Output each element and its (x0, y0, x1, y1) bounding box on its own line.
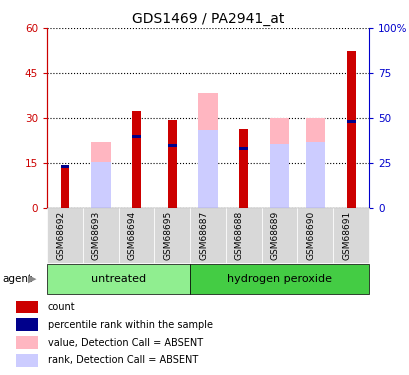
Bar (297, 208, 333, 262)
Bar (47, 208, 83, 262)
Text: GSM68687: GSM68687 (199, 211, 208, 260)
Bar (198, 130, 217, 208)
Bar (190, 264, 368, 294)
Text: hydrogen peroxide: hydrogen peroxide (227, 274, 331, 284)
Text: GSM68694: GSM68694 (127, 211, 136, 260)
Text: agent: agent (2, 274, 32, 284)
Bar (225, 208, 261, 262)
Bar (16, 318, 38, 331)
Text: value, Detection Call = ABSENT: value, Detection Call = ABSENT (47, 338, 202, 348)
Text: GSM68692: GSM68692 (56, 211, 65, 260)
Bar (305, 118, 324, 208)
Bar (346, 51, 355, 208)
Bar (83, 208, 118, 262)
Text: GSM68690: GSM68690 (306, 211, 315, 260)
Text: GSM68689: GSM68689 (270, 211, 279, 260)
Bar (333, 208, 368, 262)
Bar (132, 135, 141, 138)
Bar (305, 142, 324, 208)
Bar (61, 166, 69, 208)
Bar (61, 165, 69, 168)
Text: GSM68688: GSM68688 (234, 211, 243, 260)
Bar (239, 129, 248, 208)
Bar (118, 208, 154, 262)
Bar (16, 336, 38, 349)
Bar (154, 208, 190, 262)
Text: percentile rank within the sample: percentile rank within the sample (47, 320, 212, 330)
Bar (269, 118, 289, 208)
Bar (91, 162, 110, 208)
Title: GDS1469 / PA2941_at: GDS1469 / PA2941_at (132, 12, 283, 26)
Bar (190, 208, 225, 262)
Text: GSM68691: GSM68691 (341, 211, 350, 260)
Text: ▶: ▶ (28, 274, 36, 284)
Bar (198, 93, 217, 208)
Text: GSM68693: GSM68693 (92, 211, 101, 260)
Bar (132, 111, 141, 208)
Bar (47, 264, 190, 294)
Bar (239, 147, 248, 150)
Bar (346, 120, 355, 123)
Bar (269, 144, 289, 208)
Bar (16, 354, 38, 367)
Text: untreated: untreated (91, 274, 146, 284)
Bar (261, 208, 297, 262)
Bar (167, 144, 176, 147)
Text: count: count (47, 302, 75, 312)
Bar (167, 120, 176, 208)
Bar (91, 142, 110, 208)
Bar (16, 300, 38, 313)
Text: GSM68695: GSM68695 (163, 211, 172, 260)
Text: rank, Detection Call = ABSENT: rank, Detection Call = ABSENT (47, 356, 197, 365)
